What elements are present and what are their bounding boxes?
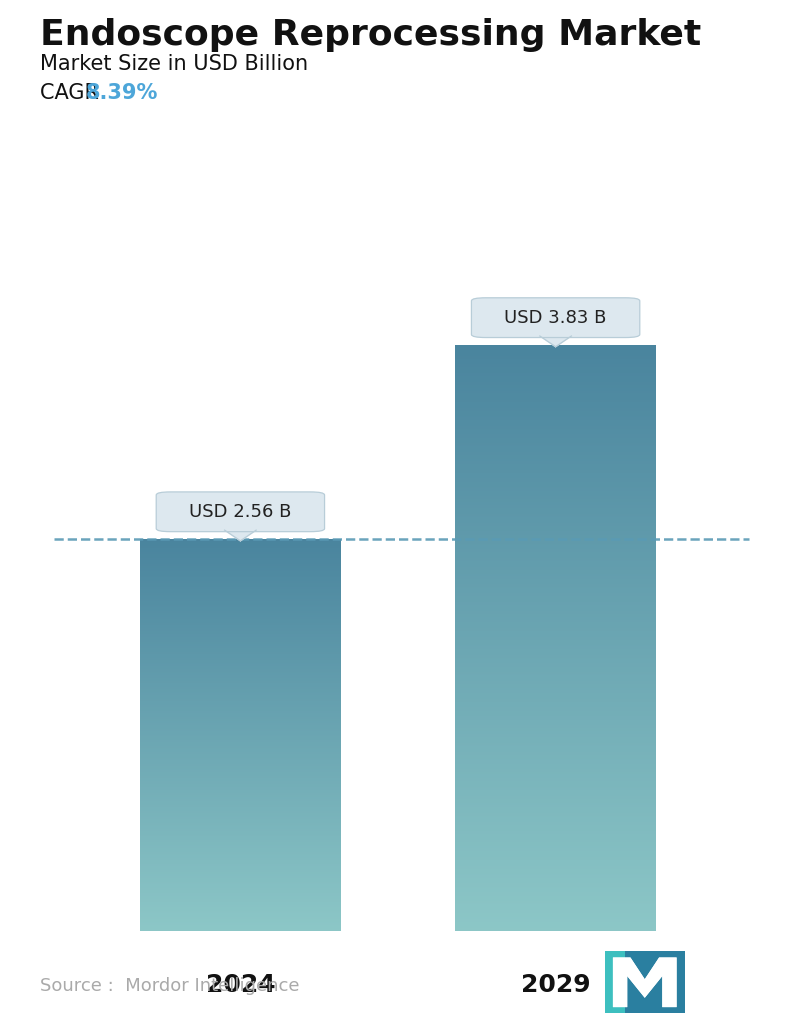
- Text: Endoscope Reprocessing Market: Endoscope Reprocessing Market: [40, 18, 701, 52]
- Polygon shape: [224, 530, 256, 541]
- Polygon shape: [605, 951, 685, 1013]
- Polygon shape: [605, 951, 625, 1013]
- Text: Source :  Mordor Intelligence: Source : Mordor Intelligence: [40, 977, 299, 995]
- Text: 2024: 2024: [205, 973, 275, 998]
- Text: CAGR: CAGR: [40, 83, 105, 102]
- Text: USD 3.83 B: USD 3.83 B: [505, 309, 607, 327]
- Text: Market Size in USD Billion: Market Size in USD Billion: [40, 54, 308, 73]
- Polygon shape: [613, 957, 677, 1007]
- FancyBboxPatch shape: [471, 298, 640, 337]
- Polygon shape: [540, 336, 572, 346]
- Text: 2029: 2029: [521, 973, 591, 998]
- Text: 8.39%: 8.39%: [86, 83, 158, 102]
- Text: USD 2.56 B: USD 2.56 B: [189, 503, 291, 521]
- Polygon shape: [613, 957, 677, 1007]
- FancyBboxPatch shape: [156, 492, 325, 531]
